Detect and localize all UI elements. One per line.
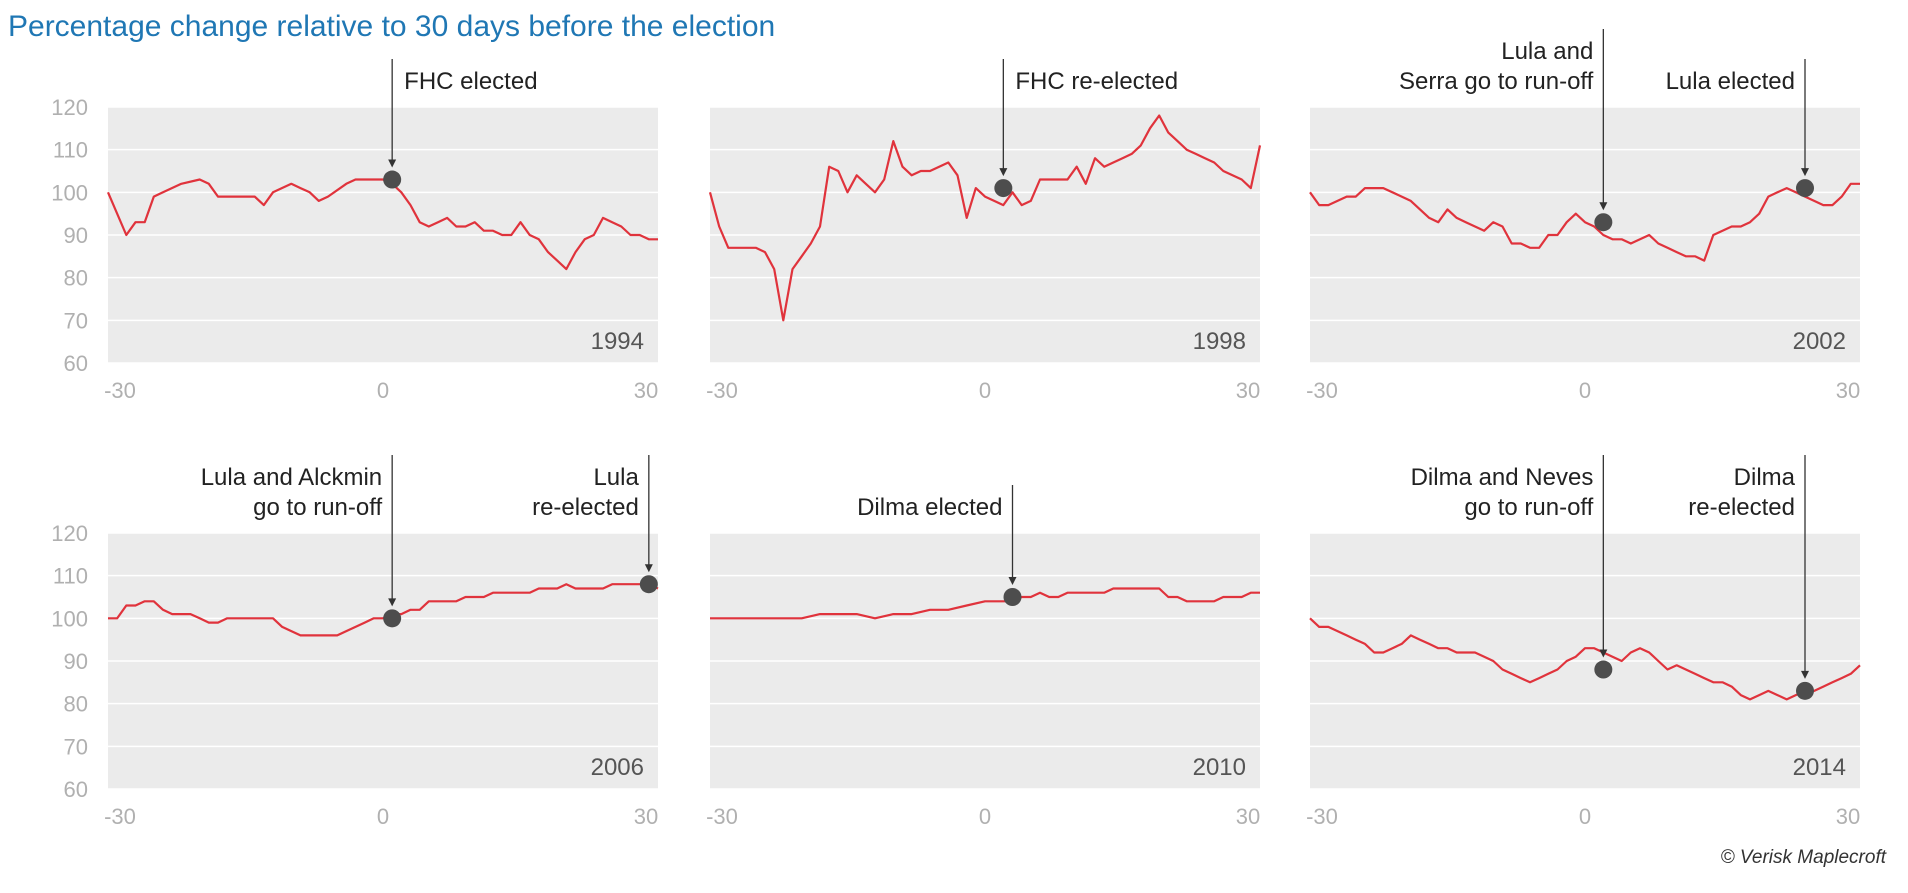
x-tick-label: 30 — [634, 378, 658, 403]
chart-panel-2010: -30 0 30 2010 Dilma elected — [706, 485, 1260, 829]
x-tick-label: 0 — [1579, 804, 1591, 829]
annotation-label: Dilma — [1734, 464, 1796, 491]
x-tick-label: 30 — [1236, 378, 1260, 403]
chart-panel-2002: -30 0 30 2002 Lula and Serra go to run-off Lul… — [1306, 29, 1860, 403]
annotation-arrowhead — [388, 598, 397, 607]
annotation-arrowhead — [1599, 202, 1608, 211]
event-marker — [639, 575, 658, 594]
x-tick-label: 0 — [979, 804, 991, 829]
annotation-label: FHC re-elected — [1015, 68, 1178, 95]
y-tick-label: 80 — [64, 692, 88, 717]
x-tick-label: 0 — [1579, 378, 1591, 403]
event-marker — [383, 170, 402, 189]
annotation-label: re-elected — [1688, 494, 1795, 521]
event-marker — [383, 609, 402, 628]
chart-panel-1998: -30 0 30 1998 FHC re-elected — [706, 59, 1262, 403]
event-marker — [1594, 213, 1613, 232]
credit-text: © Verisk Maplecroft — [1720, 847, 1886, 868]
y-tick-label: 100 — [51, 180, 88, 205]
chart-panel-2014: -30 0 30 2014 Dilma and Neves go to run-off Di… — [1306, 455, 1861, 829]
annotation-arrowhead — [999, 168, 1008, 177]
x-tick-label: -30 — [706, 804, 738, 829]
annotation-label: Lula and Alckmin — [201, 464, 382, 491]
annotation-label: go to run-off — [253, 494, 382, 521]
year-label: 1994 — [591, 328, 644, 355]
y-tick-label: 60 — [64, 351, 88, 376]
year-label: 1998 — [1193, 328, 1246, 355]
year-label: 2002 — [1793, 328, 1846, 355]
y-tick-label: 60 — [64, 777, 88, 802]
chart-panel-2006: 120 110 100 90 80 70 60 -30 0 30 2006 Lula and Alck… — [51, 455, 659, 829]
x-tick-label: 30 — [634, 804, 658, 829]
annotation-arrowhead — [1801, 168, 1809, 177]
event-marker — [994, 179, 1013, 198]
year-label: 2014 — [1793, 754, 1846, 781]
event-marker — [1796, 179, 1814, 198]
series-line — [708, 114, 1262, 322]
annotation-label: Serra go to run-off — [1399, 68, 1594, 95]
y-tick-label: 80 — [64, 266, 88, 291]
annotation-label: Dilma and Neves — [1411, 464, 1594, 491]
year-label: 2006 — [591, 754, 644, 781]
event-marker — [1003, 588, 1022, 606]
series-line — [710, 587, 1260, 620]
annotation-label: go to run-off — [1464, 494, 1593, 521]
y-tick-label: 110 — [53, 564, 88, 589]
annotation-arrowhead — [644, 564, 653, 573]
annotation-label: Dilma elected — [857, 494, 1002, 521]
series-line — [106, 178, 658, 271]
y-tick-label: 100 — [51, 606, 88, 631]
chart-panel-1994: 120 110 100 90 80 70 60 -30 0 30 1994 FHC elected — [51, 59, 658, 403]
year-label: 2010 — [1193, 754, 1246, 781]
annotation-label: Lula and — [1501, 38, 1593, 65]
event-marker — [1796, 681, 1814, 700]
annotation-arrowhead — [1599, 649, 1608, 658]
x-tick-label: 0 — [979, 378, 991, 403]
annotation-label: FHC elected — [404, 68, 537, 95]
x-tick-label: 30 — [1236, 804, 1260, 829]
y-tick-label: 90 — [64, 649, 88, 674]
y-tick-label: 70 — [64, 308, 88, 333]
annotation-label: Lula — [593, 464, 639, 491]
x-tick-label: -30 — [706, 378, 738, 403]
annotation-arrowhead — [388, 159, 397, 168]
y-tick-label: 120 — [51, 521, 88, 546]
y-tick-label: 70 — [64, 734, 88, 759]
y-tick-label: 90 — [64, 223, 88, 248]
annotation-arrowhead — [1801, 670, 1809, 679]
y-tick-label: 110 — [53, 138, 88, 163]
x-tick-label: 30 — [1836, 804, 1860, 829]
x-tick-label: 30 — [1836, 378, 1860, 403]
annotation-arrowhead — [1008, 577, 1017, 585]
x-tick-label: -30 — [104, 378, 136, 403]
annotation-label: Lula elected — [1666, 68, 1795, 95]
series-line — [108, 583, 659, 637]
chart-title: Percentage change relative to 30 days be… — [8, 10, 776, 43]
x-tick-label: -30 — [104, 804, 136, 829]
series-line — [1309, 617, 1861, 701]
x-tick-label: 0 — [377, 804, 389, 829]
x-tick-label: 0 — [377, 378, 389, 403]
x-tick-label: -30 — [1306, 804, 1338, 829]
annotation-label: re-elected — [532, 494, 639, 521]
x-tick-label: -30 — [1306, 378, 1338, 403]
y-tick-label: 120 — [51, 95, 88, 120]
event-marker — [1594, 660, 1613, 679]
series-line — [1309, 182, 1860, 262]
